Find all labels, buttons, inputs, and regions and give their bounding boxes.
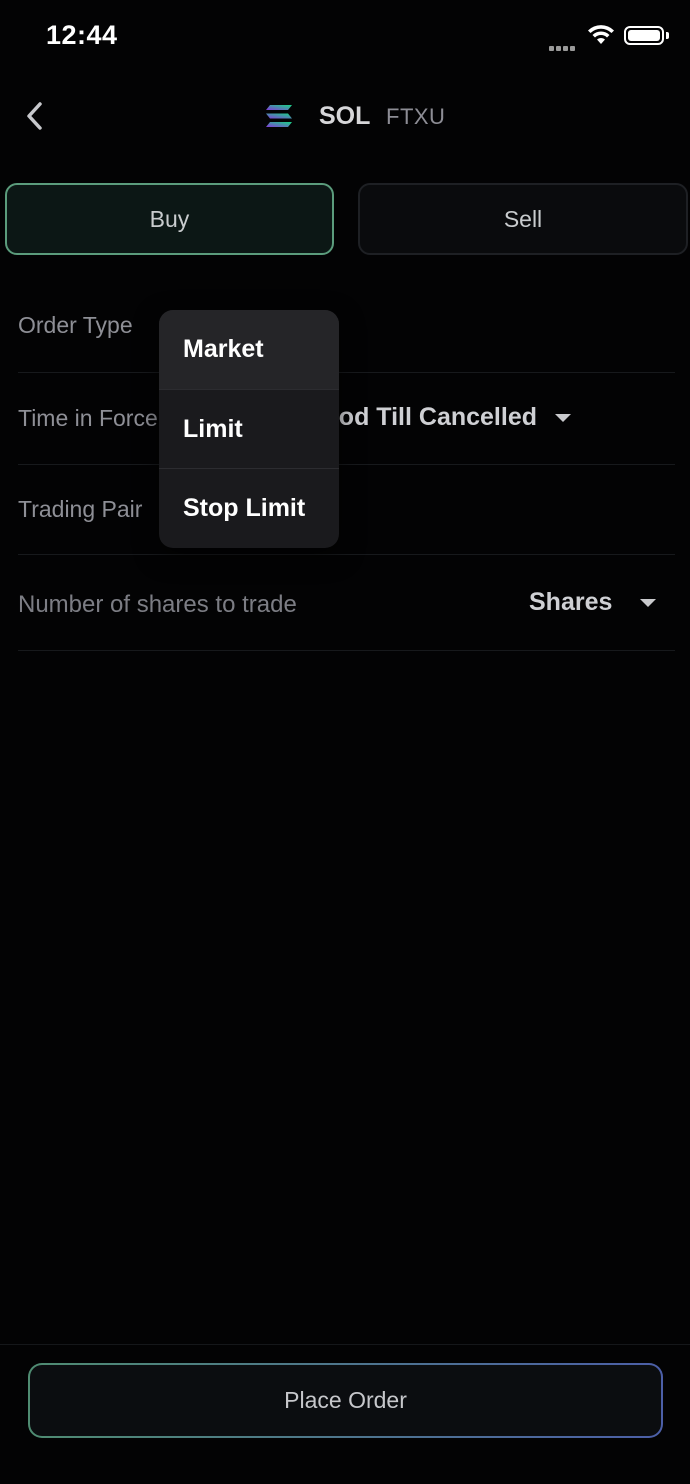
token-symbol: SOL [319, 102, 371, 130]
back-button[interactable] [16, 94, 56, 138]
chevron-down-icon [555, 414, 571, 422]
order-type-option-limit[interactable]: Limit [159, 389, 339, 468]
sell-tab[interactable]: Sell [358, 183, 688, 255]
order-type-option-stop-limit[interactable]: Stop Limit [159, 468, 339, 548]
status-time: 12:44 [46, 20, 118, 50]
time-in-force-value[interactable]: Good Till Cancelled [304, 403, 537, 431]
status-bar: 12:44 [0, 0, 690, 72]
order-type-row[interactable]: Order Type [18, 300, 675, 373]
place-order-button[interactable]: Place Order [28, 1363, 663, 1438]
shares-input[interactable]: Number of shares to trade [18, 591, 297, 618]
battery-cap [666, 32, 669, 39]
cellular-signal-icon [549, 38, 577, 56]
time-in-force-label: Time in Force [18, 405, 158, 431]
trading-pair-row[interactable]: Trading Pair [18, 464, 675, 555]
footer-divider [0, 1344, 690, 1345]
trading-pair-label: Trading Pair [18, 496, 143, 522]
order-type-dropdown: Market Limit Stop Limit [159, 310, 339, 548]
wifi-icon [588, 25, 614, 44]
buy-tab[interactable]: Buy [5, 183, 334, 255]
nav-header: SOL FTXU [0, 80, 690, 152]
battery-icon [624, 26, 664, 45]
chevron-down-icon [640, 599, 656, 607]
order-type-option-market[interactable]: Market [159, 310, 339, 389]
token-name: FTXU [386, 104, 446, 129]
chevron-left-icon [27, 102, 42, 130]
solana-logo-icon [266, 105, 292, 127]
shares-row[interactable]: Number of shares to trade Shares [18, 554, 675, 651]
order-type-label: Order Type [18, 312, 133, 338]
shares-unit-selector[interactable]: Shares [529, 588, 613, 616]
time-in-force-row[interactable]: Time in Force Good Till Cancelled [18, 372, 675, 465]
